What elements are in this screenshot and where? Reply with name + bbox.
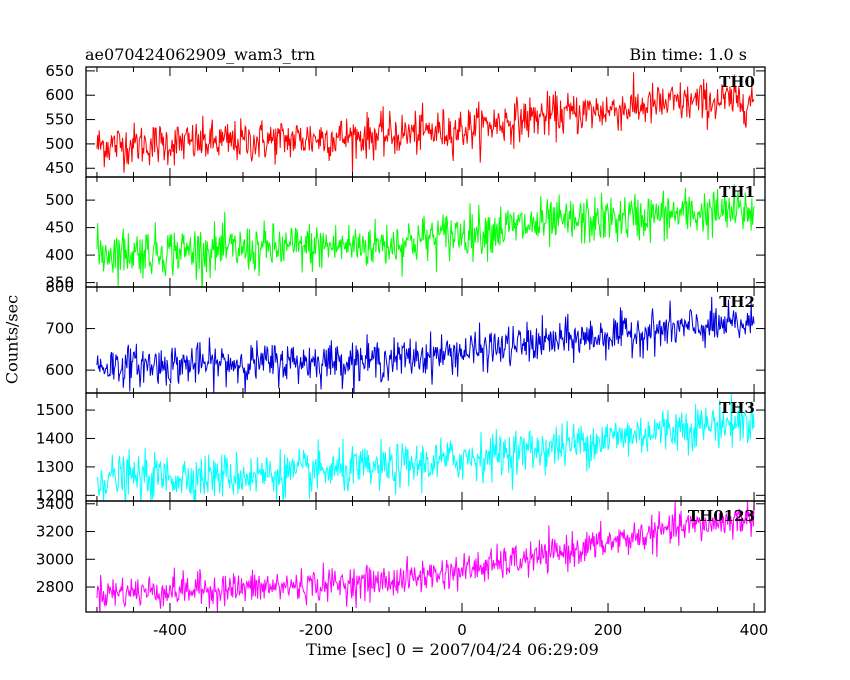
y-tick-label: 650 — [45, 62, 74, 80]
y-axis-label: Counts/sec — [2, 294, 22, 385]
y-tick-label: 1200 — [36, 486, 74, 504]
y-tick-label: 450 — [45, 219, 74, 237]
y-tick-label: 3000 — [36, 550, 74, 568]
series-th0123-line — [96, 501, 755, 612]
y-tick-label: 700 — [45, 320, 74, 338]
y-tick-label: 500 — [45, 135, 74, 153]
series-th0-line — [96, 72, 755, 175]
y-tick-label: 1500 — [36, 401, 74, 419]
y-tick-label: 350 — [45, 274, 74, 292]
y-tick-label: 1400 — [36, 429, 74, 447]
series-th3-line — [96, 393, 755, 501]
x-tick-label: -400 — [153, 621, 187, 639]
bin-time-label: Bin time: 1.0 s — [629, 45, 747, 64]
series-th1-line — [96, 184, 755, 287]
x-tick-label: 200 — [594, 621, 623, 639]
panel-label-th0: TH0 — [719, 73, 755, 91]
y-tick-label: 800 — [45, 278, 74, 296]
panel-label-th3: TH3 — [719, 399, 755, 417]
y-tick-label: 1300 — [36, 458, 74, 476]
y-tick-label: 2800 — [36, 578, 74, 596]
x-tick-label: 400 — [740, 621, 769, 639]
y-tick-label: 3400 — [36, 495, 74, 513]
y-tick-label: 500 — [45, 191, 74, 209]
panel-label-th0123: TH0123 — [688, 507, 755, 525]
x-tick-label: 0 — [457, 621, 467, 639]
panel-frame-th0123 — [85, 500, 766, 613]
y-tick-label: 600 — [45, 361, 74, 379]
panel-frame-th0 — [85, 66, 766, 178]
y-tick-label: 3200 — [36, 523, 74, 541]
series-th2-line — [96, 296, 755, 393]
x-axis-label: Time [sec] 0 = 2007/04/24 06:29:09 — [306, 640, 599, 659]
y-tick-label: 400 — [45, 246, 74, 264]
panel-label-th2: TH2 — [719, 293, 755, 311]
panel-label-th1: TH1 — [719, 183, 755, 201]
x-tick-label: -200 — [299, 621, 333, 639]
plot-title: ae070424062909_wam3_trn — [85, 45, 316, 64]
y-tick-label: 550 — [45, 111, 74, 129]
y-tick-label: 450 — [45, 159, 74, 177]
y-tick-label: 600 — [45, 86, 74, 104]
